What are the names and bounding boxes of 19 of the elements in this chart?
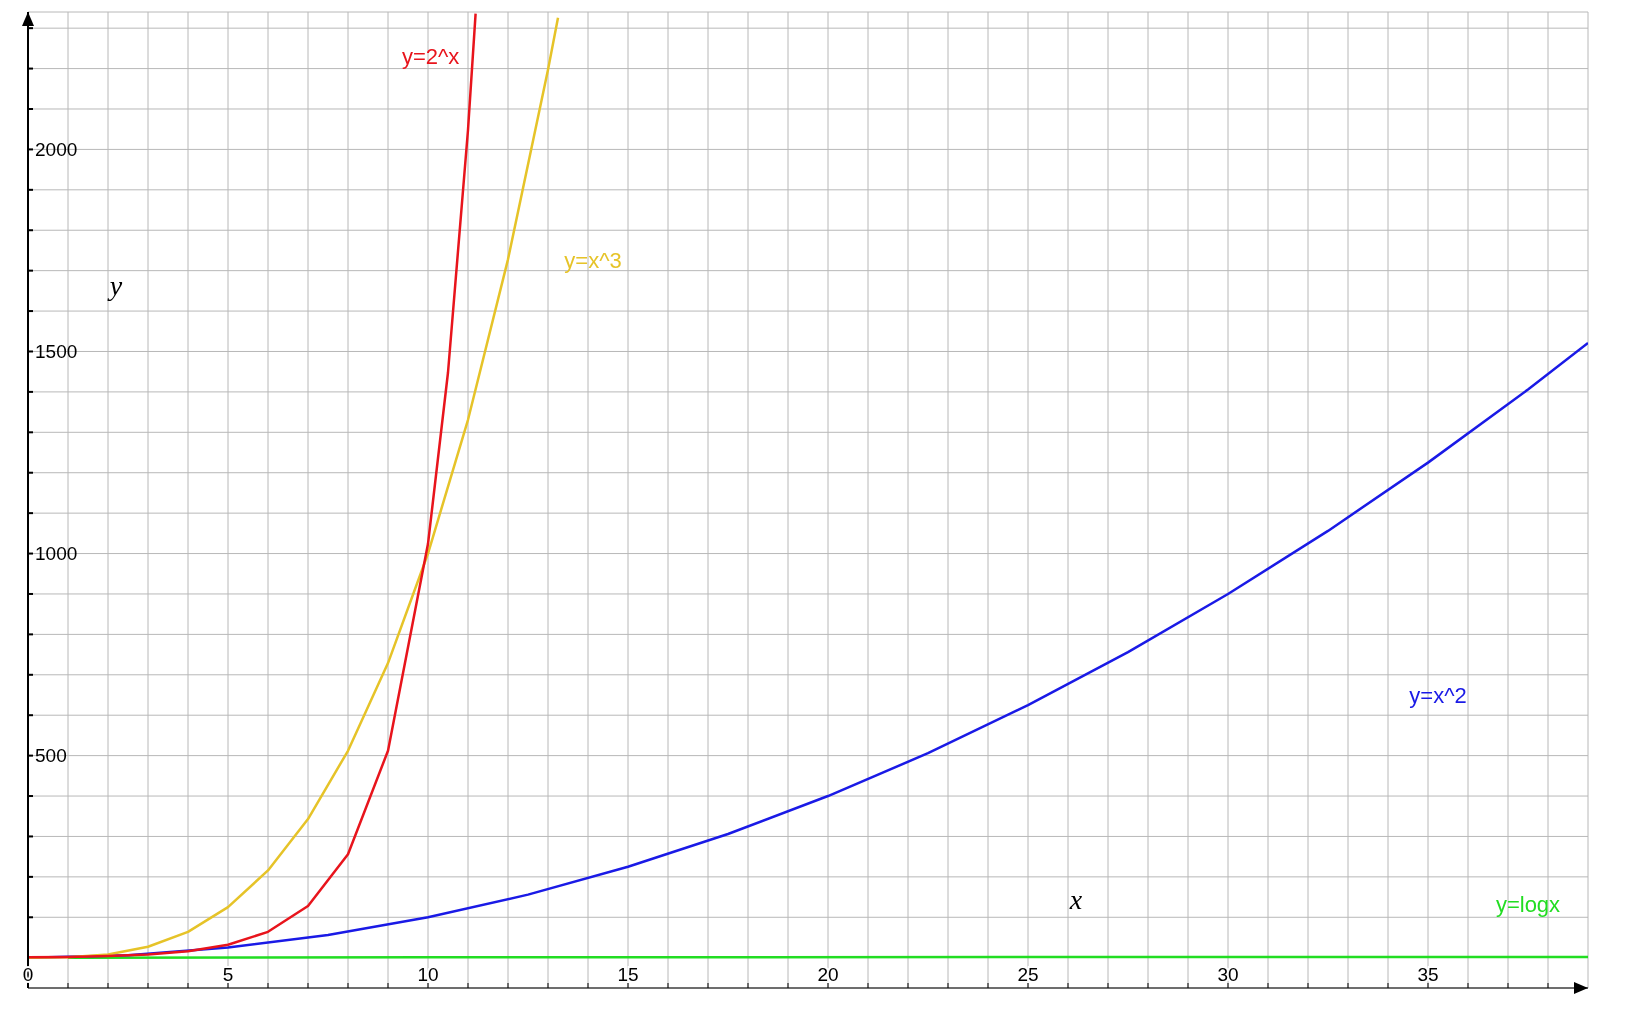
x-tick-label: 15 bbox=[617, 964, 639, 985]
series-label: y=2^x bbox=[401, 43, 460, 69]
line-series bbox=[28, 12, 477, 959]
x-tick-label: 30 bbox=[1217, 964, 1239, 985]
x-tick-label: 25 bbox=[1017, 964, 1039, 985]
text: y=x^2 bbox=[1409, 682, 1467, 708]
series-label: y=logx bbox=[1495, 891, 1561, 917]
x-tick-label: 5 bbox=[222, 964, 234, 985]
y-axis-title: y bbox=[106, 269, 123, 301]
y-tick-label: 2000 bbox=[35, 139, 78, 161]
line-series bbox=[28, 16, 560, 959]
text: y=x^3 bbox=[564, 247, 622, 273]
y-tick-label: 1000 bbox=[35, 543, 78, 565]
x-tick-label: 35 bbox=[1417, 964, 1439, 985]
y-tick-label: 1500 bbox=[35, 341, 78, 363]
y-tick-label: 500 bbox=[35, 745, 67, 767]
x-tick-label: 10 bbox=[417, 964, 439, 985]
x-tick-label: 20 bbox=[817, 964, 839, 985]
x-axis-title: x bbox=[1068, 884, 1083, 916]
